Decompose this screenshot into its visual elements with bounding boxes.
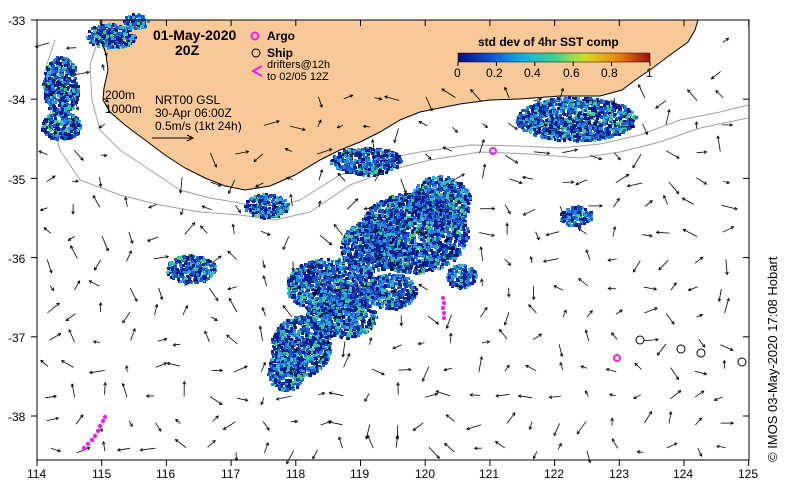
colorbar-tick-label: 0.8 [601,66,618,80]
current-scale-label: 0.5m/s (1kt 24h) [155,119,242,133]
isobath-200m-label: 200m [105,88,136,102]
ship-positions [635,335,747,367]
drifters-legend-line2: to 02/05 12Z [267,71,329,83]
lon-tick-label: 125 [738,467,759,481]
drifter-legend-icon [250,65,263,77]
lon-tick-label: 117 [221,467,241,481]
lat-tick-label: -37 [8,331,26,345]
lon-tick-label: 116 [156,467,176,481]
lon-tick-label: 115 [92,467,112,481]
isobath-200m [89,39,749,211]
lat-tick-label: -33 [8,14,26,28]
argo-legend-icon [250,31,260,41]
isobath-1000m [44,39,749,221]
current-time-label: 30-Apr 06:00Z [155,106,232,120]
ship-legend-icon [251,48,261,58]
lon-tick-label: 120 [415,467,436,481]
argo-legend-label: Argo [267,29,295,43]
lon-tick-label: 124 [673,467,694,481]
argo-drifter-track-west [81,414,108,451]
current-source-label: NRT00 GSL [155,93,221,107]
lat-tick-label: -36 [8,252,26,266]
ship-legend-label: Ship [267,46,293,60]
lon-tick-label: 118 [286,467,306,481]
lon-tick-label: 121 [479,467,500,481]
current-vector-layer [34,37,739,465]
hour-label: 20Z [175,42,200,58]
lat-tick-label: -35 [8,173,26,187]
drifters-legend-line1: drifters@12h [267,59,331,71]
lon-tick-label: 123 [609,467,630,481]
colorbar-tick-label: 0.6 [563,66,580,80]
lon-tick-label: 122 [544,467,565,481]
land-mass [99,19,699,191]
argo-float [489,147,621,362]
colorbar-tick-label: 0 [454,66,461,80]
colorbar [457,52,651,63]
map-frame [36,19,750,461]
colorbar-tick-label: 1 [646,66,653,80]
current-scale-arrow [152,134,195,142]
colorbar-tick-label: 0.2 [486,66,503,80]
colorbar-tick-label: 0.4 [524,66,541,80]
isobath-1000m-label: 1000m [105,102,142,116]
colorbar-ticks [457,62,651,66]
colorbar-title: std dev of 4hr SST comp [478,35,619,49]
lon-tick-label: 119 [350,467,370,481]
argo-drifter-track-central [441,296,446,320]
axis-ticks [31,19,750,466]
lon-tick-label: 114 [27,467,47,481]
lat-tick-label: -34 [8,93,26,107]
sst-std-dev-layer [41,13,638,392]
date-label: 01-May-2020 [153,27,237,43]
lat-tick-label: -38 [8,410,26,424]
credit-label: © IMOS 03-May-2020 17:08 Hobart [765,256,780,462]
